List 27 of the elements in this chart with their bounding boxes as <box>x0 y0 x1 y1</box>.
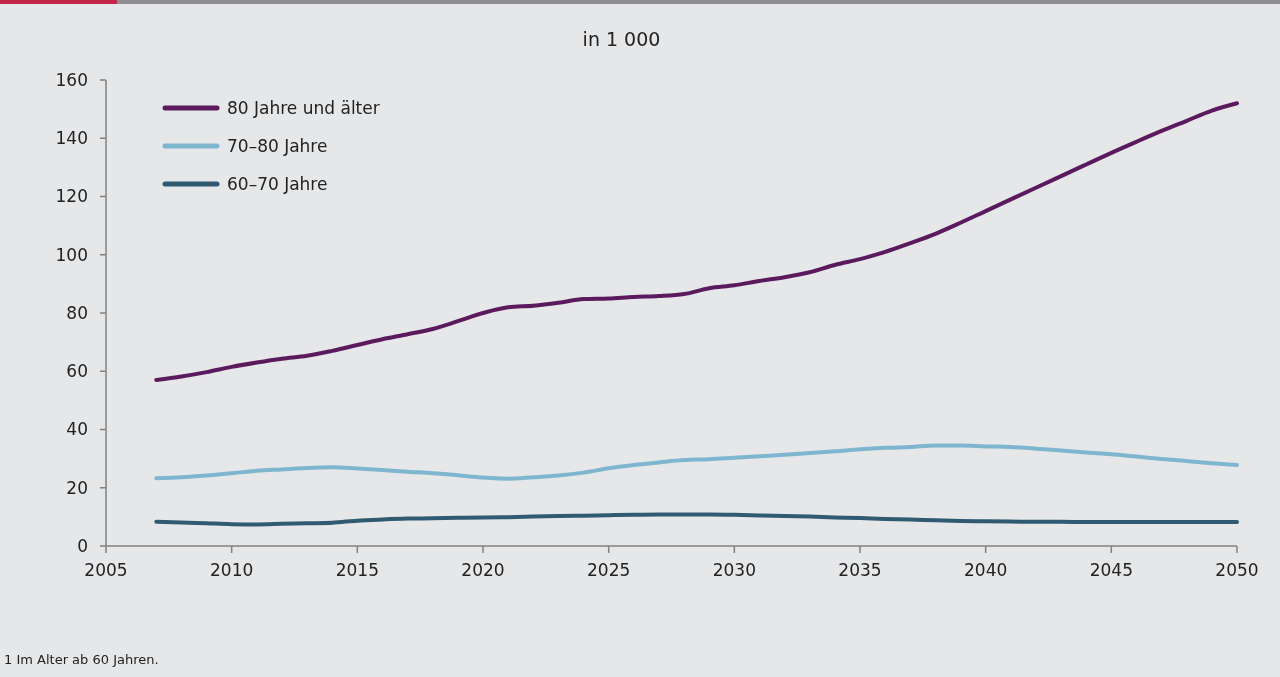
text: 1 Im Alter ab 60 Jahren. <box>4 652 159 667</box>
x-tick-label: 2030 <box>712 560 756 580</box>
line-series <box>154 512 1239 527</box>
y-tick-label: 20 <box>66 477 88 498</box>
legend-label: 80 Jahre und älter <box>227 97 380 118</box>
y-tick-label: 80 <box>66 302 88 323</box>
x-tick-label: 2050 <box>1215 560 1259 580</box>
chart-title: in 1 000 <box>582 28 661 50</box>
y-tick-label: 140 <box>55 128 88 149</box>
x-tick-label: 2040 <box>964 560 1008 580</box>
x-tick-label: 2045 <box>1089 560 1133 580</box>
line-series <box>154 443 1239 481</box>
y-tick-label: 120 <box>55 186 88 207</box>
x-tick-label: 2035 <box>838 560 882 580</box>
y-tick-label: 100 <box>55 244 88 265</box>
legend-label: 70–80 Jahre <box>227 135 328 156</box>
line-series <box>154 101 1239 382</box>
y-tick-label: 60 <box>66 361 88 382</box>
x-tick-label: 2020 <box>461 560 505 580</box>
y-tick-label: 0 <box>77 535 88 556</box>
x-tick-label: 2015 <box>335 560 379 580</box>
y-tick-label: 160 <box>55 69 88 90</box>
x-tick-label: 2010 <box>210 560 254 580</box>
x-tick-label: 2025 <box>587 560 631 580</box>
legend-label: 60–70 Jahre <box>227 173 328 194</box>
x-tick-label: 2005 <box>84 560 128 580</box>
y-tick-label: 40 <box>66 419 88 440</box>
